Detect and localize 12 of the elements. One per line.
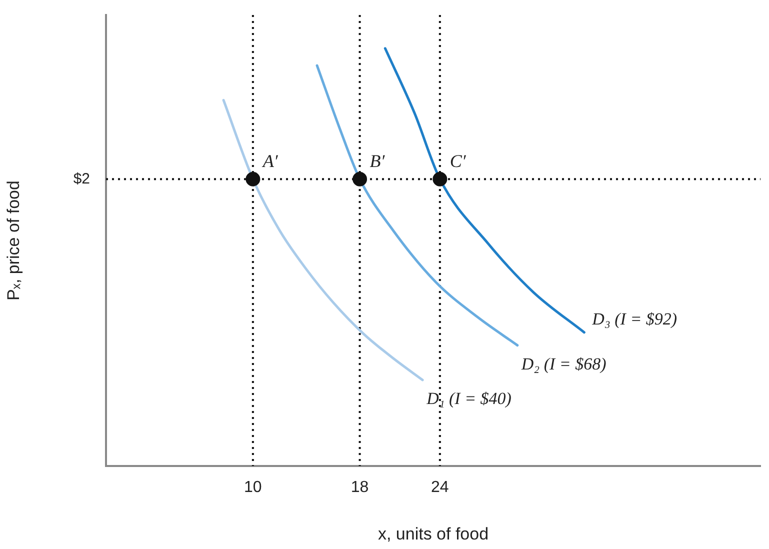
y-axis-title: Pₓ, price of food (4, 180, 23, 300)
x-tick-label: 10 (244, 479, 262, 496)
series-label: D₃ (I = $92) (591, 309, 678, 328)
x-tick-label: 18 (350, 479, 369, 496)
series-label: D₁ (I = $40) (426, 388, 512, 408)
text: $2 (73, 170, 90, 188)
x-tick-label: 24 (431, 479, 449, 496)
series-label: D₂ (I = $68) (520, 354, 607, 374)
x-axis-title: x, units of food (378, 524, 489, 544)
annotation: B′ (370, 151, 386, 172)
annotation: C′ (450, 151, 467, 172)
annotation: A′ (262, 151, 279, 172)
